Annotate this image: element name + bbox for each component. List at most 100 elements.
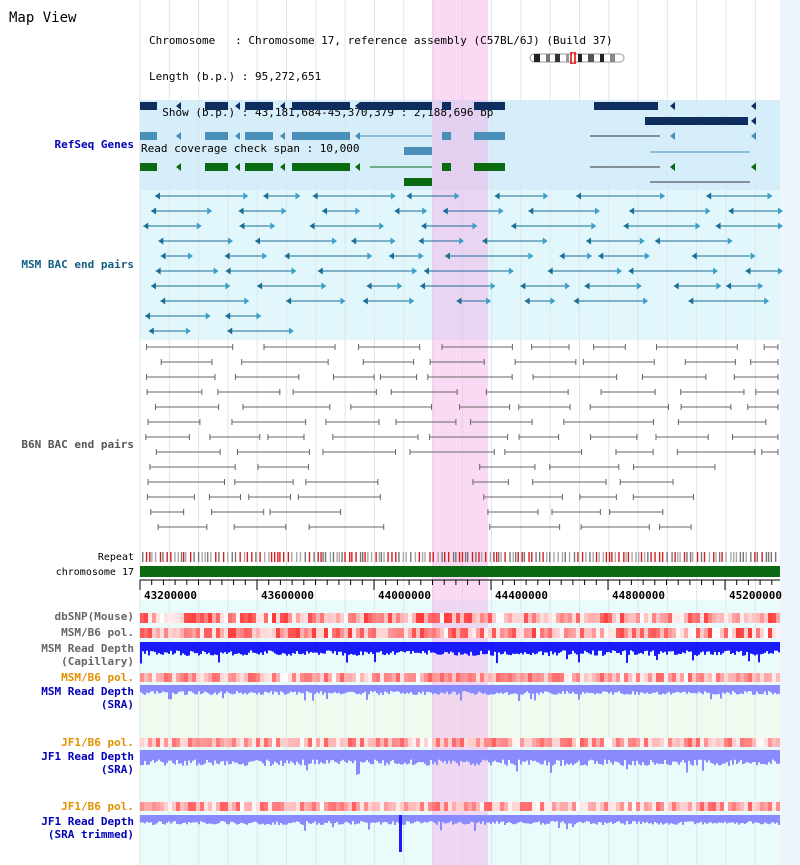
repeat-element xyxy=(149,552,151,562)
bac-end xyxy=(444,252,450,260)
label-jf1-depth-sra[interactable]: JF1 Read Depth xyxy=(41,750,134,763)
depth-bar xyxy=(566,815,568,830)
polymorphism-cell xyxy=(308,802,312,811)
polymorphism-cell xyxy=(468,802,472,811)
depth-bar xyxy=(252,750,254,762)
label-dbsnp[interactable]: dbSNP(Mouse) xyxy=(54,610,134,623)
depth-bar xyxy=(228,685,230,693)
depth-bar xyxy=(718,750,720,766)
repeat-element xyxy=(142,552,144,562)
depth-bar xyxy=(202,685,204,694)
region-info: Chromosome : Chromosome 17, reference as… xyxy=(141,11,613,167)
depth-bar xyxy=(690,685,692,694)
depth-bar xyxy=(384,750,386,766)
label-msm-depth-capillary[interactable]: MSM Read Depth xyxy=(41,642,134,655)
depth-bar xyxy=(750,815,752,822)
depth-bar xyxy=(676,815,678,825)
polymorphism-cell xyxy=(472,738,476,747)
label-b6n-bac[interactable]: B6N BAC end pairs xyxy=(21,438,134,451)
label-msm-b6-pol[interactable]: MSM/B6 pol. xyxy=(61,626,134,639)
polymorphism-cell xyxy=(588,613,592,623)
depth-bar xyxy=(226,642,228,654)
polymorphism-cell xyxy=(496,613,500,623)
polymorphism-cell xyxy=(712,613,716,623)
polymorphism-cell xyxy=(296,738,300,747)
chromosome-ideogram[interactable] xyxy=(528,52,626,64)
polymorphism-cell xyxy=(192,628,196,638)
polymorphism-cell xyxy=(424,628,428,638)
depth-bar xyxy=(702,685,704,695)
depth-bar xyxy=(328,685,330,693)
polymorphism-cell xyxy=(428,628,432,638)
gene-block xyxy=(292,132,350,140)
depth-bar xyxy=(320,685,322,692)
polymorphism-cell xyxy=(472,613,476,623)
bac-end xyxy=(224,252,230,260)
depth-bar xyxy=(718,685,720,694)
polymorphism-cell xyxy=(180,802,184,811)
depth-bar xyxy=(660,642,662,652)
depth-bar xyxy=(592,642,594,651)
depth-bar xyxy=(586,815,588,822)
depth-bar xyxy=(674,685,676,693)
depth-bar xyxy=(384,685,386,692)
repeat-element xyxy=(452,552,455,562)
depth-bar xyxy=(260,685,262,695)
label-msm-bac[interactable]: MSM BAC end pairs xyxy=(21,258,134,271)
bac-end xyxy=(390,192,396,200)
depth-bar xyxy=(704,750,706,761)
depth-bar xyxy=(278,815,280,825)
repeat-element xyxy=(658,552,661,562)
polymorphism-cell xyxy=(236,673,240,682)
depth-bar xyxy=(544,750,546,761)
label-jf1-b6-pol[interactable]: JF1/B6 pol. xyxy=(61,736,134,749)
repeat-element xyxy=(498,552,500,562)
depth-bar xyxy=(154,815,156,825)
depth-bar xyxy=(276,750,278,764)
repeat-element xyxy=(182,552,185,562)
repeat-element xyxy=(471,552,474,562)
label-jf1-b6-pol-2[interactable]: JF1/B6 pol. xyxy=(61,800,134,813)
polymorphism-cell xyxy=(604,628,608,638)
highlight-region[interactable] xyxy=(432,0,488,865)
depth-bar xyxy=(276,815,278,822)
depth-bar xyxy=(280,642,282,655)
label-repeat[interactable]: Repeat xyxy=(97,552,134,563)
polymorphism-cell xyxy=(548,673,552,682)
depth-bar xyxy=(712,642,714,655)
polymorphism-cell xyxy=(500,628,504,638)
depth-bar xyxy=(396,815,398,823)
depth-bar xyxy=(556,815,558,822)
polymorphism-cell xyxy=(588,738,592,747)
polymorphism-cell xyxy=(176,613,180,623)
depth-bar xyxy=(752,750,754,763)
depth-bar xyxy=(664,815,666,824)
polymorphism-cell xyxy=(632,613,636,623)
repeat-element xyxy=(364,552,366,562)
polymorphism-cell xyxy=(736,738,740,747)
label-msm-b6-pol-2[interactable]: MSM/B6 pol. xyxy=(61,671,134,684)
depth-bar xyxy=(448,815,450,823)
polymorphism-cell xyxy=(264,628,268,638)
depth-bar xyxy=(242,685,244,695)
polymorphism-cell xyxy=(508,628,512,638)
depth-bar xyxy=(146,815,148,822)
label-refseq[interactable]: RefSeq Genes xyxy=(54,138,134,151)
depth-bar xyxy=(646,642,648,651)
polymorphism-cell xyxy=(304,802,308,811)
polymorphism-cell xyxy=(684,738,688,747)
depth-bar xyxy=(218,685,220,693)
label-chromosome[interactable]: chromosome 17 xyxy=(55,567,134,578)
label-jf1-depth-trimmed[interactable]: JF1 Read Depth xyxy=(41,815,134,828)
depth-bar xyxy=(746,750,748,763)
polymorphism-cell xyxy=(680,802,684,811)
bac-end xyxy=(388,252,394,260)
depth-bar xyxy=(428,642,430,651)
depth-bar xyxy=(672,642,674,652)
depth-bar xyxy=(178,815,180,825)
depth-bar xyxy=(304,815,306,831)
depth-bar xyxy=(324,685,326,693)
label-msm-depth-sra[interactable]: MSM Read Depth xyxy=(41,685,134,698)
depth-bar xyxy=(578,685,580,700)
